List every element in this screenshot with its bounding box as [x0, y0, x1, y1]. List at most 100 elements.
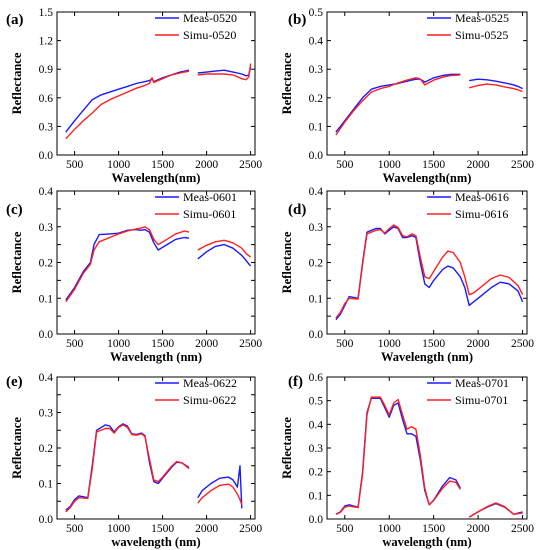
y-tick-label: 0.0	[39, 150, 54, 162]
legend-label: Meas-0616	[455, 190, 509, 204]
series-line-meas	[197, 243, 252, 267]
x-axis-label: Wavelength(nm)	[383, 171, 472, 185]
x-tick-label: 500	[66, 338, 84, 350]
y-tick-label: 1.5	[39, 7, 54, 19]
y-axis-label: Reflectance	[10, 231, 24, 293]
x-tick-label: 1500	[151, 338, 174, 350]
x-tick-label: 1000	[107, 523, 130, 535]
panel-letter: (e)	[6, 374, 23, 390]
legend-label: Simu-0520	[183, 28, 236, 42]
series-line-simu	[197, 239, 252, 258]
y-tick-label: 0.4	[309, 419, 324, 431]
chart-panel-5: 500 1000 1500 2000 2500 0.0 0.1 0.2 0.3 0.4 wavele…	[6, 372, 262, 549]
legend-label: Simu-0601	[183, 207, 236, 221]
y-tick-label: 0.2	[39, 258, 54, 270]
series-line-simu	[65, 424, 190, 513]
series-line-meas	[335, 226, 524, 321]
legend-label: Simu-0701	[455, 393, 508, 407]
y-tick-label: 0.3	[39, 222, 54, 234]
panel-letter: (d)	[288, 202, 306, 218]
series-line-meas	[65, 69, 190, 133]
x-tick-label: 1500	[151, 523, 174, 535]
y-tick-label: 0.5	[309, 7, 324, 19]
legend-label: Meas-0601	[183, 190, 237, 204]
x-tick-label: 1000	[378, 159, 401, 171]
plot-frame	[326, 11, 528, 156]
y-tick-label: 0.2	[39, 443, 54, 455]
x-tick-label: 2000	[195, 523, 218, 535]
x-tick-label: 500	[336, 159, 354, 171]
series-line-simu	[65, 70, 190, 140]
x-tick-label: 1500	[422, 338, 445, 350]
x-tick-label: 2500	[239, 338, 262, 350]
x-tick-label: 2000	[467, 523, 490, 535]
x-tick-label: 2500	[239, 159, 262, 171]
panel-letter: (c)	[6, 202, 23, 218]
legend-label: Simu-0525	[455, 28, 508, 42]
y-axis-label: Reflectance	[280, 52, 294, 114]
panel-letter: (b)	[288, 12, 306, 28]
y-tick-label: 1.2	[39, 36, 54, 48]
series-line-meas	[197, 465, 243, 509]
x-tick-label: 1000	[107, 159, 130, 171]
series-line-meas	[335, 73, 461, 133]
y-tick-label: 0.0	[309, 329, 324, 341]
x-tick-label: 2000	[467, 159, 490, 171]
x-tick-label: 1500	[422, 523, 445, 535]
y-tick-label: 0.2	[309, 93, 324, 105]
series-line-simu	[335, 74, 461, 136]
chart-panel-6: 500 1000 1500 2000 2500 0.0 0.1 0.2 0.3 0.4 0.5 0.6…	[280, 372, 534, 549]
series-line-simu	[335, 224, 524, 319]
y-tick-label: 0.6	[39, 93, 54, 105]
legend-label: Meas-0701	[455, 376, 509, 390]
x-tick-label: 2000	[467, 338, 490, 350]
x-tick-label: 2500	[511, 159, 534, 171]
series-line-meas	[469, 78, 523, 90]
x-axis-label: Wavelength (nm)	[110, 350, 202, 364]
series-line-meas	[335, 397, 461, 515]
chart-panel-4: 500 1000 1500 2000 2500 0.0 0.1 0.2 0.3 0.4 Wavele…	[280, 186, 534, 364]
y-tick-label: 0.1	[39, 479, 54, 491]
series-line-meas	[65, 228, 190, 301]
series-line-meas	[197, 67, 252, 77]
series-line-simu	[65, 226, 190, 303]
y-tick-label: 0.4	[309, 186, 324, 198]
x-tick-label: 1500	[151, 159, 174, 171]
legend-label: Meas-0525	[455, 11, 509, 25]
x-tick-label: 500	[336, 523, 354, 535]
y-tick-label: 0.4	[39, 372, 54, 384]
x-tick-label: 2500	[511, 523, 534, 535]
series-line-simu	[197, 483, 243, 506]
y-tick-label: 0.9	[39, 64, 54, 76]
y-tick-label: 0.2	[309, 467, 324, 479]
legend-label: Meas-0520	[183, 11, 237, 25]
x-tick-label: 2000	[195, 338, 218, 350]
x-tick-label: 2000	[195, 159, 218, 171]
series-line-simu	[469, 83, 523, 93]
y-tick-label: 0.1	[309, 293, 324, 305]
x-axis-label: wavelength (nm)	[382, 535, 471, 549]
y-tick-label: 0.4	[39, 186, 54, 198]
y-tick-label: 0.3	[39, 408, 54, 420]
legend-label: Simu-0622	[183, 393, 236, 407]
y-tick-label: 0.2	[309, 258, 324, 270]
y-tick-label: 0.0	[309, 514, 324, 526]
x-axis-label: Wavelength (nm)	[381, 350, 473, 364]
y-axis-label: Reflectance	[10, 417, 24, 479]
chart-panel-1: 500 1000 1500 2000 2500 0.0 0.3 0.6 0.9 1.2 1.5 Wav…	[6, 7, 262, 185]
x-tick-label: 500	[66, 523, 84, 535]
y-tick-label: 0.0	[39, 514, 54, 526]
y-axis-label: Reflectance	[280, 231, 294, 293]
y-tick-label: 0.5	[309, 396, 324, 408]
plot-frame	[56, 11, 256, 156]
y-tick-label: 0.0	[39, 329, 54, 341]
x-tick-label: 1000	[378, 338, 401, 350]
x-tick-label: 500	[336, 338, 354, 350]
legend-label: Simu-0616	[455, 207, 508, 221]
x-axis-label: Wavelength(nm)	[112, 171, 201, 185]
y-tick-label: 0.3	[309, 222, 324, 234]
x-tick-label: 500	[66, 159, 84, 171]
y-tick-label: 0.6	[309, 372, 324, 384]
x-tick-label: 2500	[239, 523, 262, 535]
panel-letter: (f)	[288, 374, 303, 390]
